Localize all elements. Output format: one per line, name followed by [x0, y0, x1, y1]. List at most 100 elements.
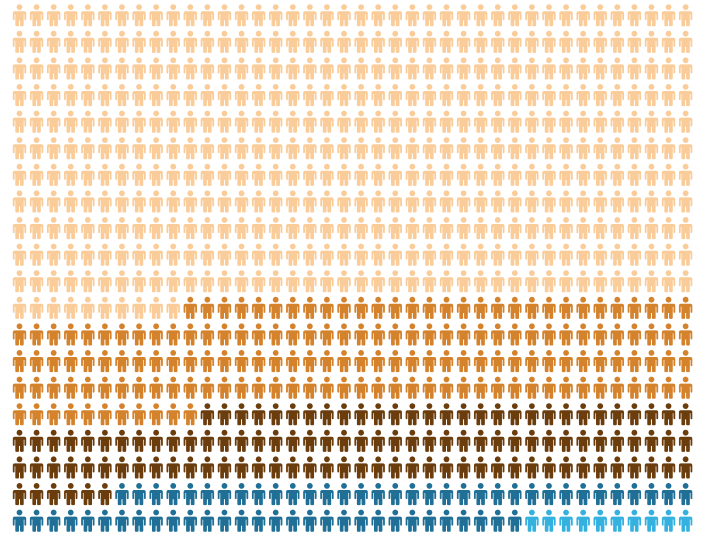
person-icon [576, 110, 590, 133]
person-icon [525, 456, 539, 479]
person-icon [251, 270, 266, 293]
person-icon [46, 403, 61, 426]
person-icon [81, 190, 95, 213]
person-icon [234, 217, 249, 240]
person-icon [269, 509, 283, 532]
person-icon [303, 509, 317, 532]
person-icon [115, 429, 129, 452]
person-icon [251, 509, 266, 532]
person-icon [149, 217, 163, 240]
person-icon [303, 163, 317, 186]
person-icon [320, 163, 334, 186]
person-icon [422, 163, 437, 186]
person-icon [303, 137, 317, 160]
person-icon [81, 217, 95, 240]
person-icon [200, 323, 215, 346]
person-icon [559, 110, 573, 133]
person-icon [422, 483, 437, 506]
person-icon [286, 270, 300, 293]
person-icon [644, 350, 659, 373]
person-icon [576, 190, 590, 213]
person-icon [644, 403, 659, 426]
person-icon [64, 296, 78, 319]
person-icon [166, 429, 180, 452]
person-icon [46, 4, 61, 27]
person-icon [422, 84, 437, 107]
person-icon [371, 483, 385, 506]
person-icon [644, 110, 659, 133]
person-icon [354, 137, 368, 160]
person-icon [439, 509, 454, 532]
person-icon [12, 376, 27, 399]
person-icon [576, 243, 590, 266]
person-icon [234, 403, 249, 426]
person-icon [422, 217, 437, 240]
person-icon [525, 4, 539, 27]
person-icon [542, 270, 556, 293]
person-icon [559, 4, 573, 27]
person-icon [644, 217, 659, 240]
person-icon [610, 403, 624, 426]
person-icon [200, 456, 215, 479]
person-icon [217, 30, 232, 53]
person-icon [320, 217, 334, 240]
person-icon [183, 110, 197, 133]
person-icon [371, 376, 385, 399]
person-icon [473, 296, 488, 319]
person-icon [234, 4, 249, 27]
person-icon [217, 84, 232, 107]
person-icon [371, 243, 385, 266]
person-icon [132, 4, 146, 27]
person-icon [217, 190, 232, 213]
person-icon [149, 456, 163, 479]
person-icon [29, 217, 44, 240]
person-icon [337, 456, 351, 479]
person-icon [337, 376, 351, 399]
person-icon [64, 30, 78, 53]
person-icon [525, 84, 539, 107]
person-icon [559, 270, 573, 293]
person-icon [354, 190, 368, 213]
person-icon [98, 376, 112, 399]
person-icon [320, 243, 334, 266]
person-icon [320, 350, 334, 373]
person-icon [508, 323, 522, 346]
person-icon [644, 190, 659, 213]
person-icon [251, 403, 266, 426]
person-icon [269, 190, 283, 213]
person-icon [508, 243, 522, 266]
person-icon [610, 429, 624, 452]
person-icon [149, 243, 163, 266]
person-icon [200, 483, 215, 506]
person-icon [286, 84, 300, 107]
person-icon [388, 190, 402, 213]
person-icon [388, 296, 402, 319]
person-icon [525, 376, 539, 399]
person-icon [251, 30, 266, 53]
person-icon [64, 57, 78, 80]
person-icon [337, 57, 351, 80]
person-icon [456, 350, 471, 373]
person-icon [320, 323, 334, 346]
person-icon [661, 323, 676, 346]
person-icon [98, 57, 112, 80]
person-icon [81, 403, 95, 426]
person-icon [81, 429, 95, 452]
person-icon [183, 456, 197, 479]
person-icon [183, 429, 197, 452]
person-icon [200, 296, 215, 319]
person-icon [200, 4, 215, 27]
person-icon [422, 350, 437, 373]
person-icon [354, 323, 368, 346]
person-icon [132, 163, 146, 186]
person-icon [286, 296, 300, 319]
person-icon [98, 270, 112, 293]
person-icon [12, 429, 27, 452]
person-icon [251, 110, 266, 133]
person-icon [183, 376, 197, 399]
person-icon [132, 190, 146, 213]
person-icon [46, 483, 61, 506]
person-icon [627, 296, 642, 319]
person-icon [320, 270, 334, 293]
person-icon [337, 190, 351, 213]
